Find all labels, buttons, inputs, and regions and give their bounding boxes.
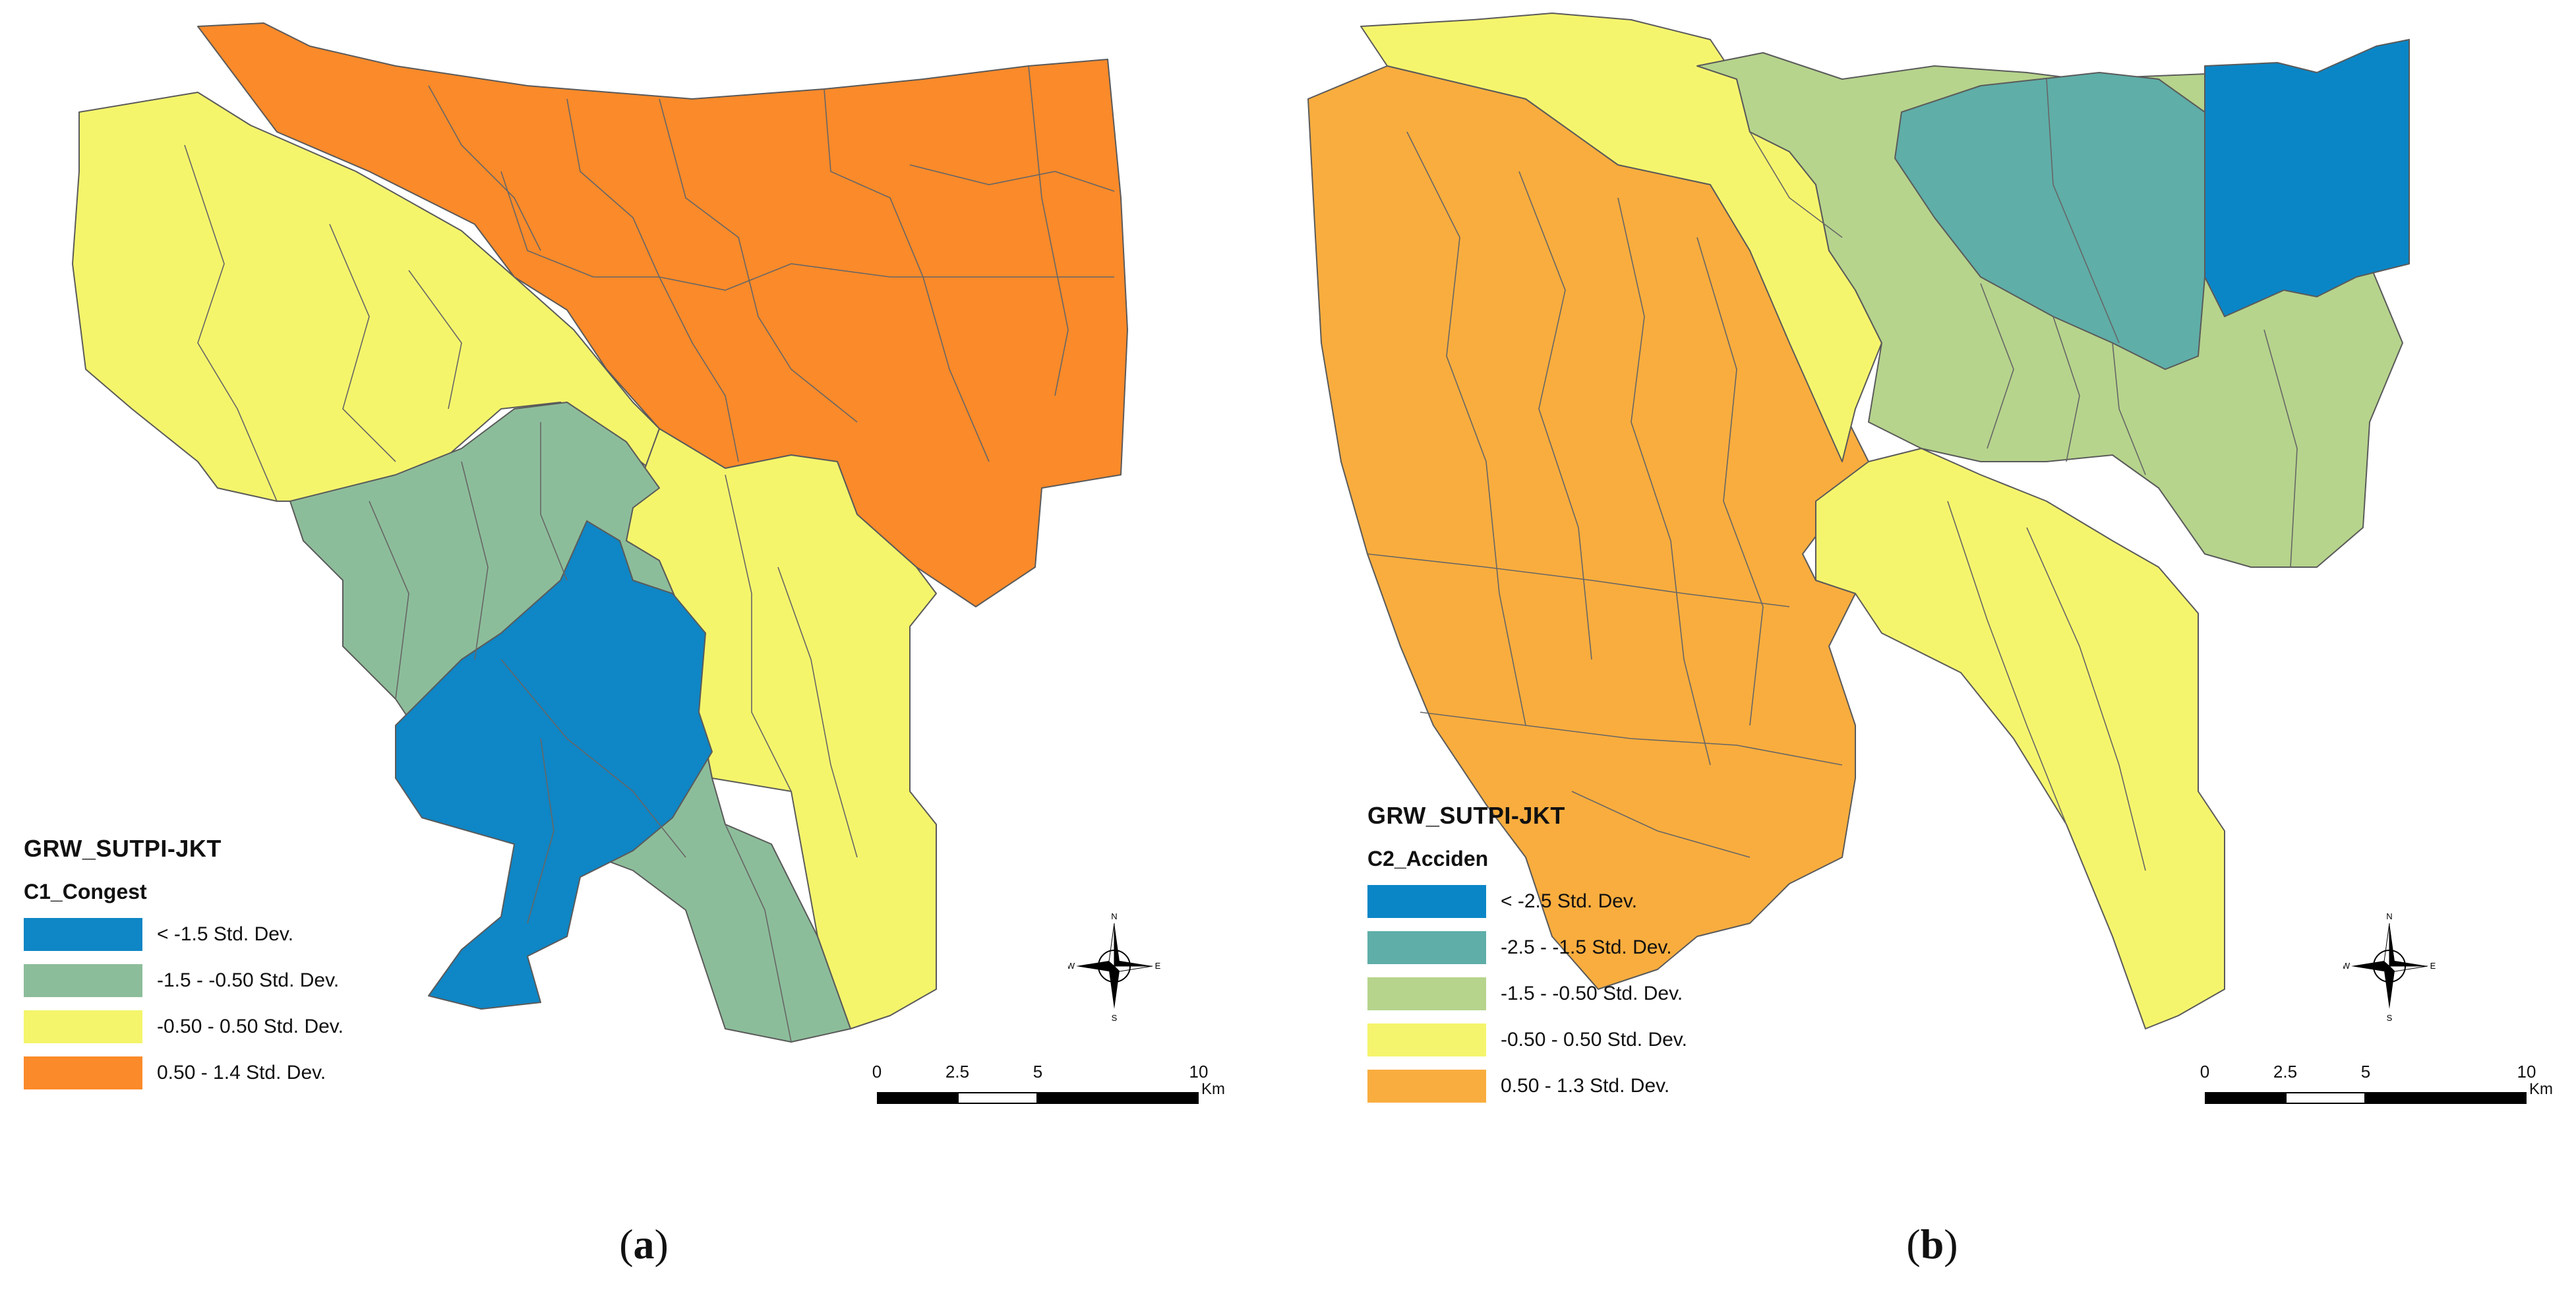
legend-label: 0.50 - 1.4 Std. Dev. <box>157 1062 326 1084</box>
scale-tick-label: 2.5 <box>945 1062 970 1082</box>
region-north-east <box>197 22 1128 607</box>
north-arrow-icon: N S W E <box>1068 911 1160 1022</box>
caption-letter: a <box>633 1221 655 1267</box>
legend-swatch <box>1367 885 1486 918</box>
scale-tick-label: 5 <box>2360 1062 2371 1082</box>
scale-tick-label: 0 <box>2200 1062 2210 1082</box>
legend-field-name: C2_Acciden <box>1367 847 1489 870</box>
compass-e: E <box>1155 961 1160 971</box>
caption-letter: b <box>1920 1221 1944 1267</box>
legend-label: < -2.5 Std. Dev. <box>1501 890 1638 912</box>
map-panel-b: GRW_SUTPI-JKT C2_Acciden < -2.5 Std. Dev… <box>1288 0 2576 1313</box>
legend-item: -0.50 - 0.50 Std. Dev. <box>24 1004 344 1050</box>
scale-units: Km <box>2529 1080 2553 1098</box>
legend-swatch <box>1367 1070 1486 1103</box>
compass-n: N <box>2386 911 2392 921</box>
legend-item: 0.50 - 1.3 Std. Dev. <box>1367 1063 1687 1109</box>
legend-swatch <box>24 1056 142 1089</box>
legend-label: < -1.5 Std. Dev. <box>157 923 294 945</box>
legend-swatch <box>1367 1023 1486 1056</box>
scale-segment <box>1038 1092 1199 1104</box>
compass-s: S <box>1112 1013 1118 1022</box>
legend-swatch <box>24 1010 142 1043</box>
scale-tick-label: 10 <box>2517 1062 2536 1082</box>
region-south-central <box>395 520 713 1010</box>
scale-tick-label: 2.5 <box>2273 1062 2298 1082</box>
legend-label: 0.50 - 1.3 Std. Dev. <box>1501 1075 1670 1097</box>
map-panel-a: GRW_SUTPI-JKT C1_Congest < -1.5 Std. Dev… <box>24 22 1240 1267</box>
scale-tick-label: 10 <box>1189 1062 1209 1082</box>
region-north-west <box>72 92 686 502</box>
scale-tick-label: 5 <box>1033 1062 1043 1082</box>
legend-item: -1.5 - -0.50 Std. Dev. <box>1367 971 1687 1017</box>
region-north-east-blue <box>2204 39 2410 317</box>
legend-swatch <box>24 964 142 997</box>
choropleth-map-b <box>1307 13 2410 1029</box>
region-east-central <box>1815 448 2225 1029</box>
legend-field-name: C1_Congest <box>24 880 147 903</box>
choropleth-map-a <box>72 22 1128 1043</box>
scale-tick-label: 0 <box>872 1062 882 1082</box>
compass-n: N <box>1111 911 1117 921</box>
scale-segment <box>2205 1092 2285 1104</box>
scale-bar: 0 2.5 5 10 Km <box>2198 1062 2567 1128</box>
scale-segment <box>2285 1092 2366 1104</box>
scale-segment <box>957 1092 1038 1104</box>
scale-bar: 0 2.5 5 10 Km <box>870 1062 1240 1128</box>
legend-item: -1.5 - -0.50 Std. Dev. <box>24 958 344 1004</box>
north-arrow-icon: N S W E <box>2343 911 2436 1022</box>
scale-segment <box>2366 1092 2527 1104</box>
legend: GRW_SUTPI-JKT C1_Congest < -1.5 Std. Dev… <box>24 831 344 1096</box>
legend-swatch <box>1367 931 1486 964</box>
legend-item: < -1.5 Std. Dev. <box>24 911 344 958</box>
compass-w: W <box>2343 961 2351 971</box>
legend-title: GRW_SUTPI-JKT <box>1367 802 1565 829</box>
legend: GRW_SUTPI-JKT C2_Acciden < -2.5 Std. Dev… <box>1367 798 1687 1109</box>
legend-title: GRW_SUTPI-JKT <box>24 835 222 862</box>
legend-item: 0.50 - 1.4 Std. Dev. <box>24 1050 344 1096</box>
legend-swatch <box>24 918 142 951</box>
panel-caption: (b) <box>1906 1221 1958 1267</box>
legend-label: -0.50 - 0.50 Std. Dev. <box>157 1016 344 1037</box>
compass-s: S <box>2387 1013 2393 1022</box>
legend-item: -2.5 - -1.5 Std. Dev. <box>1367 925 1687 971</box>
scale-units: Km <box>1201 1080 1225 1098</box>
legend-item: < -2.5 Std. Dev. <box>1367 878 1687 925</box>
panel-caption: (a) <box>619 1221 669 1267</box>
scale-segment <box>877 1092 957 1104</box>
legend-item: -0.50 - 0.50 Std. Dev. <box>1367 1017 1687 1063</box>
legend-classes: < -2.5 Std. Dev. -2.5 - -1.5 Std. Dev. -… <box>1367 878 1687 1109</box>
legend-label: -0.50 - 0.50 Std. Dev. <box>1501 1029 1687 1051</box>
legend-label: -1.5 - -0.50 Std. Dev. <box>1501 983 1683 1004</box>
compass-e: E <box>2430 961 2436 971</box>
region-north-teal <box>1894 72 2205 370</box>
legend-label: -2.5 - -1.5 Std. Dev. <box>1501 936 1672 958</box>
legend-classes: < -1.5 Std. Dev. -1.5 - -0.50 Std. Dev. … <box>24 911 344 1096</box>
legend-swatch <box>1367 977 1486 1010</box>
legend-label: -1.5 - -0.50 Std. Dev. <box>157 969 340 991</box>
compass-w: W <box>1068 961 1075 971</box>
